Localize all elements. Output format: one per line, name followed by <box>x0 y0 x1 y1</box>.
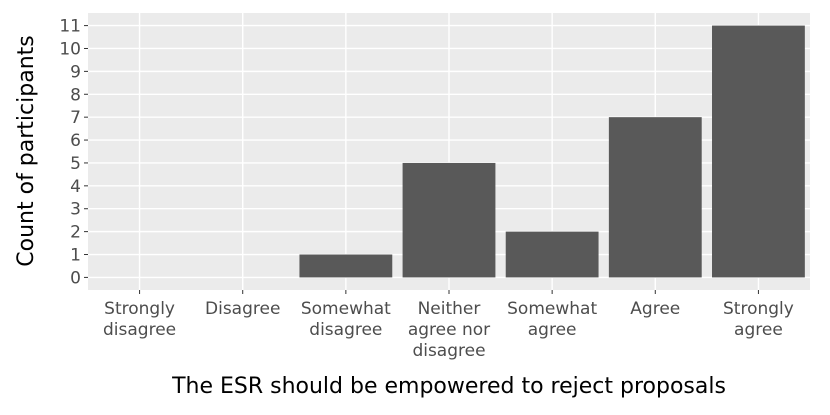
y-tick-label: 6 <box>70 131 81 151</box>
x-tick-label: Agree <box>630 299 680 319</box>
x-tick-label: Disagree <box>205 299 280 319</box>
y-tick-label: 5 <box>70 154 81 174</box>
y-tick-label: 0 <box>70 268 81 288</box>
y-tick-label: 11 <box>59 17 81 37</box>
y-tick-label: 2 <box>70 223 81 243</box>
x-tick-label: Somewhat disagree <box>301 299 391 340</box>
x-axis-title: The ESR should be empowered to reject pr… <box>171 374 726 399</box>
x-tick-label: Neither agree nor disagree <box>408 299 490 361</box>
bar <box>402 162 496 278</box>
y-tick-label: 1 <box>70 246 81 266</box>
y-tick-label: 8 <box>70 85 81 105</box>
y-tick-label: 9 <box>70 62 81 82</box>
bar <box>299 254 393 278</box>
y-axis-title: Count of participants <box>14 35 39 266</box>
y-tick-label: 3 <box>70 200 81 220</box>
y-tick-label: 10 <box>59 39 81 59</box>
bar <box>505 231 599 278</box>
bar <box>712 25 805 278</box>
y-tick-label: 7 <box>70 108 81 128</box>
bar <box>608 117 702 278</box>
y-tick-label: 4 <box>70 177 81 197</box>
x-tick-label: Strongly disagree <box>103 299 176 340</box>
x-tick-label: Strongly agree <box>723 299 794 340</box>
x-tick-label: Somewhat agree <box>507 299 597 340</box>
